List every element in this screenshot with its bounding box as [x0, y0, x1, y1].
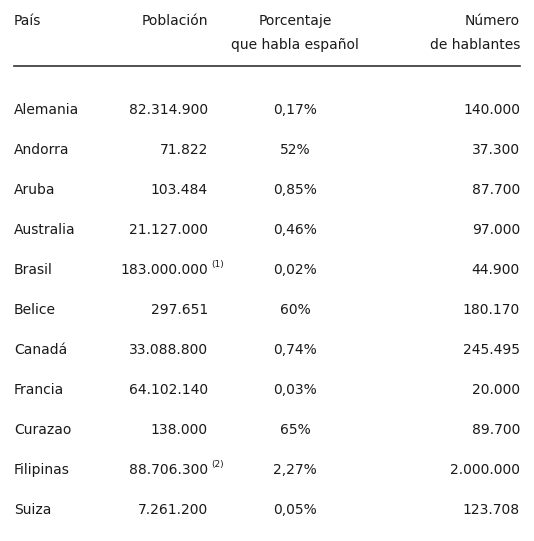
Text: 88.706.300: 88.706.300	[129, 463, 208, 477]
Text: que habla español: que habla español	[231, 38, 359, 52]
Text: Porcentaje: Porcentaje	[258, 14, 332, 28]
Text: 7.261.200: 7.261.200	[138, 503, 208, 517]
Text: 87.700: 87.700	[472, 183, 520, 197]
Text: 0,85%: 0,85%	[273, 183, 317, 197]
Text: Brasil: Brasil	[14, 263, 53, 277]
Text: 0,03%: 0,03%	[273, 383, 317, 397]
Text: Canadá: Canadá	[14, 343, 67, 357]
Text: 180.170: 180.170	[463, 303, 520, 317]
Text: (1): (1)	[211, 260, 224, 269]
Text: 123.708: 123.708	[463, 503, 520, 517]
Text: 89.700: 89.700	[472, 423, 520, 437]
Text: Australia: Australia	[14, 223, 76, 237]
Text: (2): (2)	[211, 460, 224, 469]
Text: Suiza: Suiza	[14, 503, 51, 517]
Text: 0,02%: 0,02%	[273, 263, 317, 277]
Text: Aruba: Aruba	[14, 183, 56, 197]
Text: 0,05%: 0,05%	[273, 503, 317, 517]
Text: 0,46%: 0,46%	[273, 223, 317, 237]
Text: 0,74%: 0,74%	[273, 343, 317, 357]
Text: Número: Número	[465, 14, 520, 28]
Text: 60%: 60%	[280, 303, 310, 317]
Text: 20.000: 20.000	[472, 383, 520, 397]
Text: 2,27%: 2,27%	[273, 463, 317, 477]
Text: 64.102.140: 64.102.140	[129, 383, 208, 397]
Text: 2.000.000: 2.000.000	[450, 463, 520, 477]
Text: Población: Población	[142, 14, 208, 28]
Text: País: País	[14, 14, 41, 28]
Text: Alemania: Alemania	[14, 103, 79, 117]
Text: 0,17%: 0,17%	[273, 103, 317, 117]
Text: 65%: 65%	[280, 423, 310, 437]
Text: 297.651: 297.651	[151, 303, 208, 317]
Text: 37.300: 37.300	[472, 143, 520, 157]
Text: 245.495: 245.495	[463, 343, 520, 357]
Text: de hablantes: de hablantes	[430, 38, 520, 52]
Text: Filipinas: Filipinas	[14, 463, 70, 477]
Text: Curazao: Curazao	[14, 423, 72, 437]
Text: 71.822: 71.822	[160, 143, 208, 157]
Text: 44.900: 44.900	[472, 263, 520, 277]
Text: 138.000: 138.000	[151, 423, 208, 437]
Text: Andorra: Andorra	[14, 143, 69, 157]
Text: 183.000.000: 183.000.000	[120, 263, 208, 277]
Text: 21.127.000: 21.127.000	[129, 223, 208, 237]
Text: 140.000: 140.000	[463, 103, 520, 117]
Text: Francia: Francia	[14, 383, 64, 397]
Text: 103.484: 103.484	[151, 183, 208, 197]
Text: Belice: Belice	[14, 303, 56, 317]
Text: 52%: 52%	[280, 143, 310, 157]
Text: 97.000: 97.000	[472, 223, 520, 237]
Text: 33.088.800: 33.088.800	[129, 343, 208, 357]
Text: 82.314.900: 82.314.900	[129, 103, 208, 117]
